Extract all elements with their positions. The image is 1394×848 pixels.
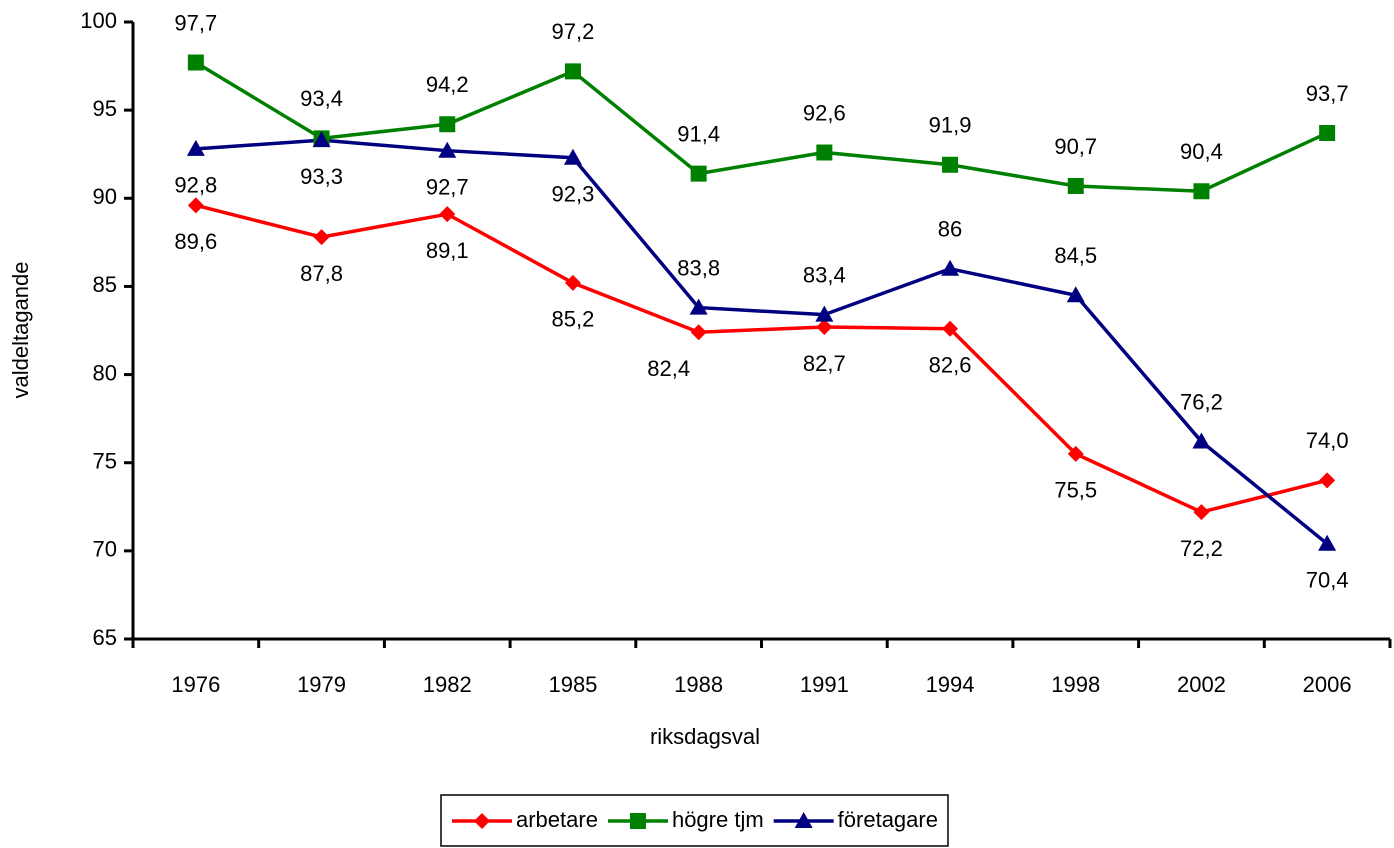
x-tick-label: 1998 <box>1051 672 1100 697</box>
legend-marker <box>629 813 646 829</box>
data-label: 92,3 <box>552 182 595 207</box>
legend-label: högre tjm <box>672 807 764 832</box>
x-axis-label: riksdagsval <box>650 724 760 749</box>
data-label: 82,6 <box>929 353 972 378</box>
data-point <box>690 324 707 341</box>
data-label: 74,0 <box>1306 428 1349 453</box>
legend: arbetare högre tjm företagare <box>440 794 949 847</box>
data-label: 92,7 <box>426 175 469 200</box>
data-point <box>564 274 581 291</box>
legend-marker <box>474 813 490 829</box>
data-label: 94,2 <box>426 72 469 97</box>
data-label: 85,2 <box>552 307 595 332</box>
data-point <box>690 165 707 182</box>
y-tick-label: 100 <box>80 8 117 33</box>
data-point <box>1067 177 1084 194</box>
data-point <box>439 206 456 223</box>
data-label: 90,4 <box>1180 139 1223 164</box>
series-line <box>194 61 1328 194</box>
data-point <box>1319 125 1336 142</box>
y-axis-label: valdeltagande <box>8 261 33 398</box>
data-point <box>439 116 456 133</box>
y-tick-label: 65 <box>93 625 117 650</box>
data-point <box>942 156 959 173</box>
series-line <box>195 138 1329 546</box>
data-label: 97,7 <box>174 10 217 35</box>
data-point <box>1318 534 1337 551</box>
data-point <box>563 148 582 165</box>
legend-box <box>440 794 949 847</box>
data-point <box>1067 445 1084 462</box>
data-point <box>689 298 708 315</box>
data-label: 82,4 <box>647 356 690 381</box>
data-point <box>187 54 204 71</box>
data-label: 83,8 <box>677 255 720 280</box>
data-label: 97,2 <box>552 19 595 44</box>
data-point <box>1193 504 1210 521</box>
y-tick-label: 75 <box>93 449 117 474</box>
data-label: 72,2 <box>1180 536 1223 561</box>
data-label: 93,4 <box>300 86 343 111</box>
data-point <box>1193 183 1210 200</box>
data-label: 83,4 <box>803 262 846 287</box>
x-tick-label: 1994 <box>926 672 975 697</box>
data-point <box>438 141 457 158</box>
y-tick-label: 80 <box>93 360 117 385</box>
data-label: 86 <box>938 217 962 242</box>
data-point <box>564 63 581 80</box>
data-point <box>1319 472 1336 489</box>
data-label: 93,7 <box>1306 81 1349 106</box>
data-label: 90,7 <box>1054 134 1097 159</box>
y-tick-label: 70 <box>93 537 117 562</box>
data-point <box>816 144 833 161</box>
data-point <box>816 318 833 335</box>
data-point <box>1066 286 1085 303</box>
data-label: 76,2 <box>1180 389 1223 414</box>
data-label: 92,8 <box>174 173 217 198</box>
data-label: 84,5 <box>1054 243 1097 268</box>
x-tick-label: 1976 <box>171 672 220 697</box>
series-line <box>195 203 1328 514</box>
data-label: 91,9 <box>929 113 972 138</box>
legend-marker <box>794 812 813 828</box>
legend-label: arbetare <box>516 807 598 832</box>
x-tick-label: 1982 <box>423 672 472 697</box>
data-point <box>942 320 959 337</box>
data-label: 70,4 <box>1306 568 1349 593</box>
data-label: 87,8 <box>300 261 343 286</box>
data-label: 91,4 <box>677 121 720 146</box>
x-tick-label: 1985 <box>548 672 597 697</box>
data-label: 89,6 <box>174 229 217 254</box>
y-tick-label: 90 <box>93 184 117 209</box>
data-label: 89,1 <box>426 238 469 263</box>
x-tick-label: 1988 <box>674 672 723 697</box>
x-tick-label: 1991 <box>800 672 849 697</box>
data-point <box>815 305 834 322</box>
data-point <box>313 229 330 246</box>
data-point <box>187 197 204 214</box>
legend-label: företagare <box>838 807 938 832</box>
data-label: 93,3 <box>300 164 343 189</box>
data-label: 75,5 <box>1054 478 1097 503</box>
data-label: 92,6 <box>803 100 846 125</box>
data-point <box>1192 432 1211 449</box>
data-point <box>186 139 205 156</box>
x-tick-label: 2002 <box>1177 672 1226 697</box>
x-tick-label: 2006 <box>1303 672 1352 697</box>
data-point <box>941 259 960 276</box>
y-tick-label: 95 <box>93 96 117 121</box>
y-tick-label: 85 <box>93 272 117 297</box>
data-label: 82,7 <box>803 351 846 376</box>
data-point <box>312 131 331 148</box>
x-tick-label: 1979 <box>297 672 346 697</box>
